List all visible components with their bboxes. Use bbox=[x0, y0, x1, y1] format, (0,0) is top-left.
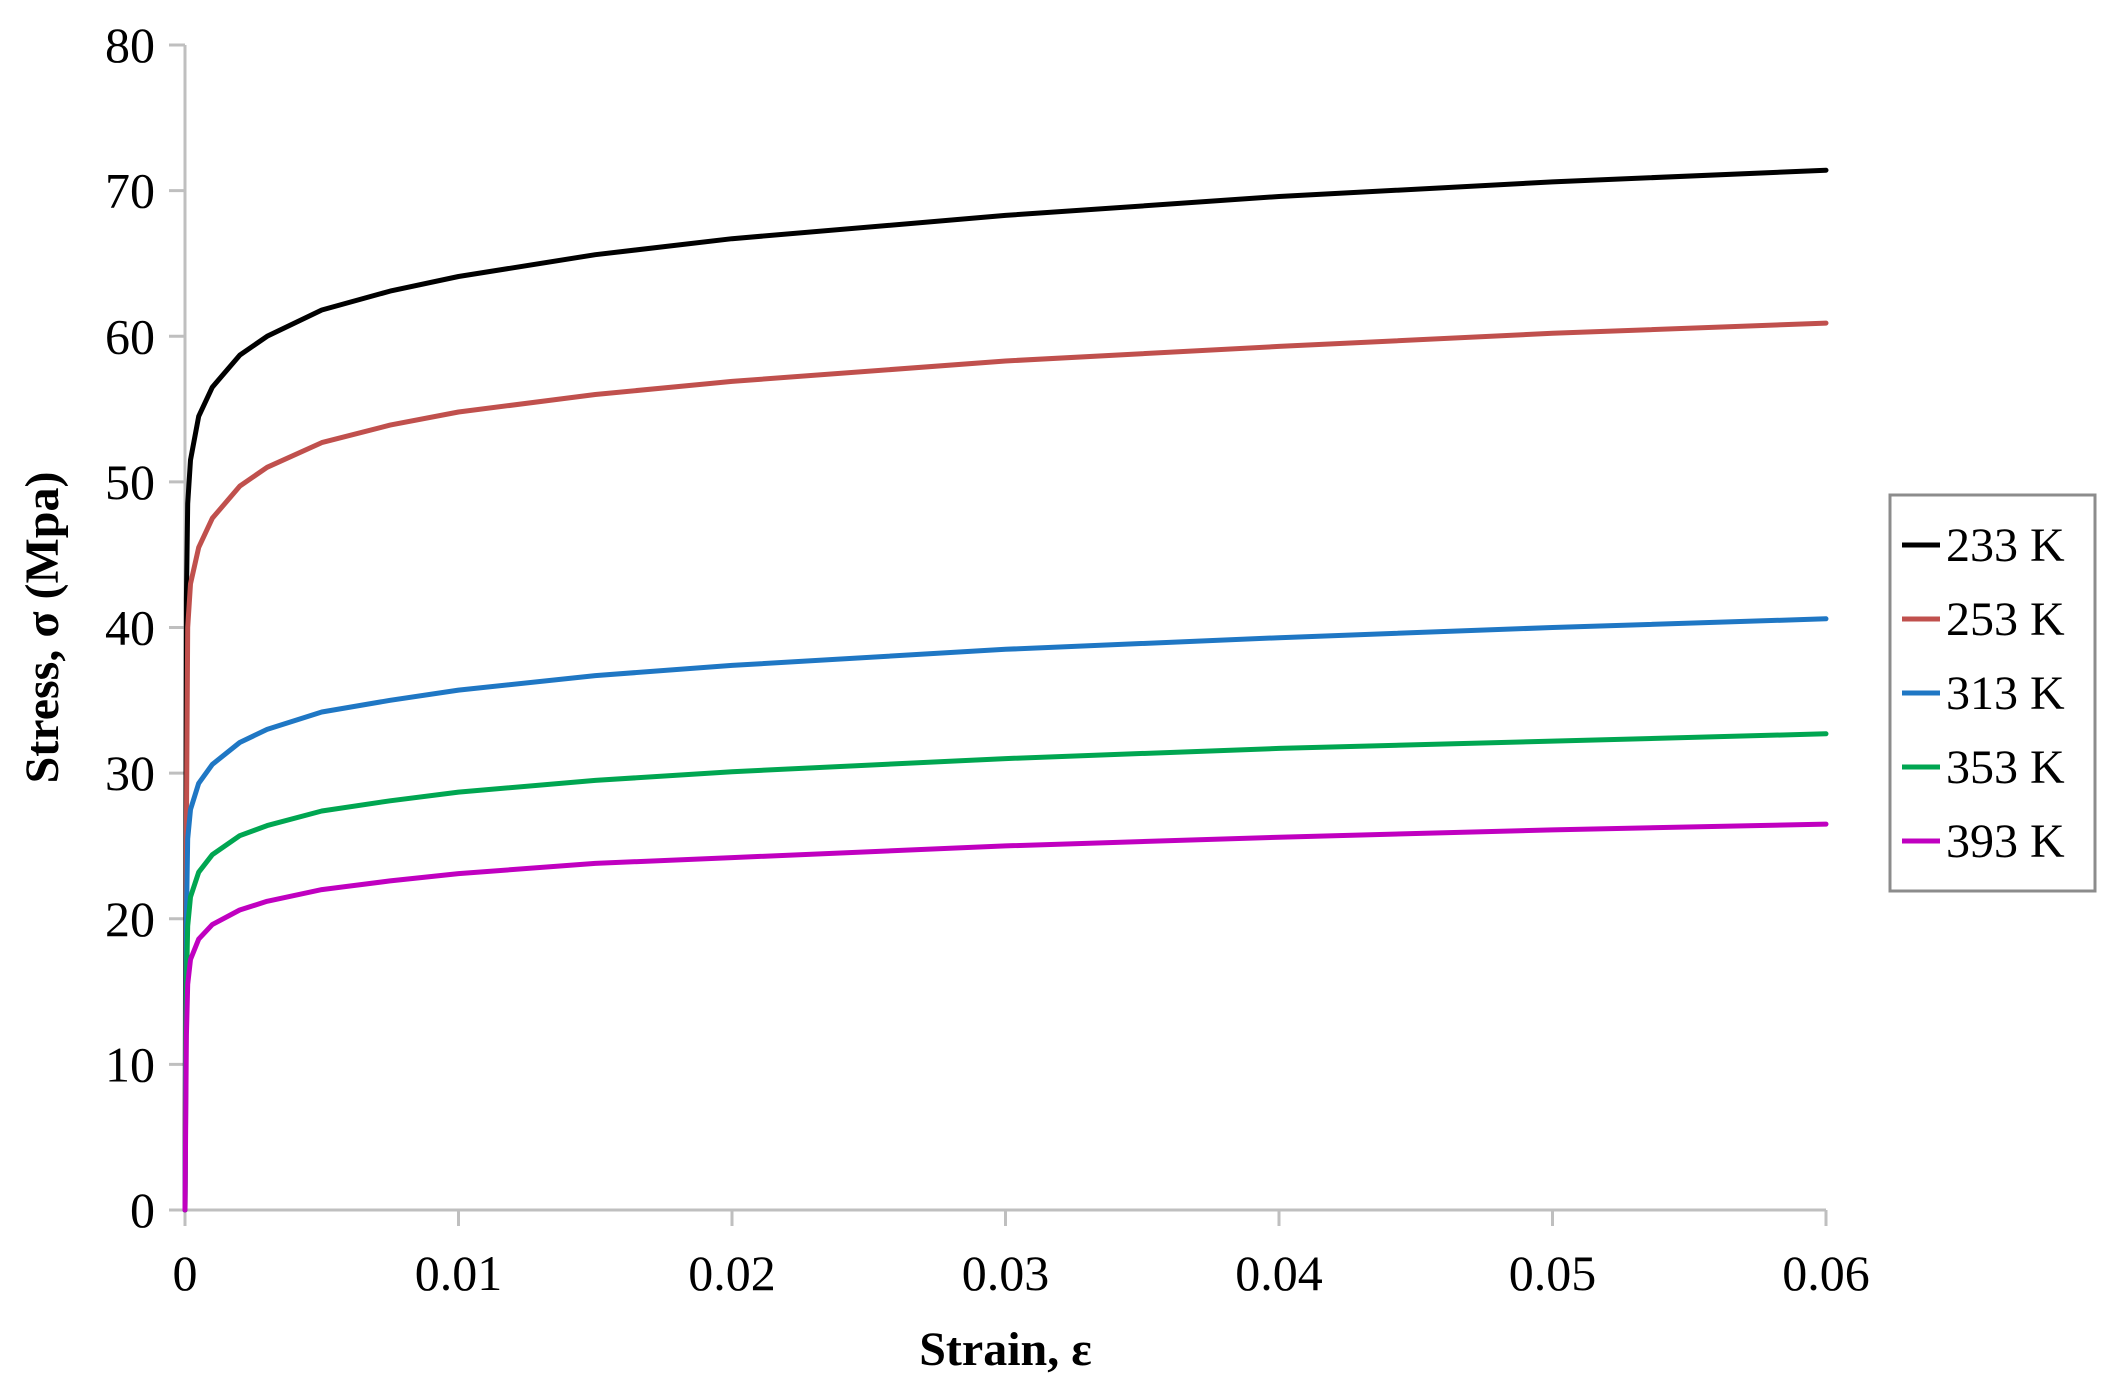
legend-label: 353 K bbox=[1946, 741, 2065, 794]
x-tick-label: 0.04 bbox=[1235, 1245, 1323, 1301]
y-tick-label: 20 bbox=[105, 891, 155, 947]
x-tick-label: 0.05 bbox=[1509, 1245, 1597, 1301]
x-tick-label: 0.01 bbox=[415, 1245, 503, 1301]
y-ticks: 0 10 20 30 40 50 60 70 80 bbox=[105, 17, 185, 1238]
series-lines bbox=[182, 167, 1829, 1213]
legend-label: 393 K bbox=[1946, 815, 2065, 868]
y-tick-label: 40 bbox=[105, 600, 155, 656]
legend: 233 K 253 K 313 K 353 K 393 K bbox=[1888, 493, 2097, 893]
y-tick-label: 70 bbox=[105, 163, 155, 219]
x-tick-label: 0.06 bbox=[1782, 1245, 1870, 1301]
legend-label: 233 K bbox=[1946, 519, 2065, 572]
y-tick-label: 80 bbox=[105, 17, 155, 73]
legend-label: 253 K bbox=[1946, 593, 2065, 646]
y-tick-label: 10 bbox=[105, 1036, 155, 1092]
x-tick-label: 0 bbox=[173, 1245, 198, 1301]
y-tick-label: 30 bbox=[105, 745, 155, 801]
series-line-393-k bbox=[182, 821, 1829, 1213]
series-line-313-k bbox=[182, 616, 1829, 1213]
x-tick-label: 0.03 bbox=[962, 1245, 1050, 1301]
series-line-233-k bbox=[182, 167, 1829, 1213]
y-tick-label: 0 bbox=[130, 1182, 155, 1238]
legend-label: 313 K bbox=[1946, 667, 2065, 720]
y-tick-label: 60 bbox=[105, 308, 155, 364]
y-axis-title: Stress, σ (Mpa) bbox=[16, 472, 69, 784]
series-line-353-k bbox=[182, 731, 1829, 1213]
x-ticks: 0 0.01 0.02 0.03 0.04 0.05 0.06 bbox=[173, 1210, 1870, 1301]
x-axis-title: Strain, ε bbox=[919, 1323, 1092, 1376]
y-tick-label: 50 bbox=[105, 454, 155, 510]
x-tick-label: 0.02 bbox=[688, 1245, 776, 1301]
series-line-253-k bbox=[182, 320, 1829, 1213]
